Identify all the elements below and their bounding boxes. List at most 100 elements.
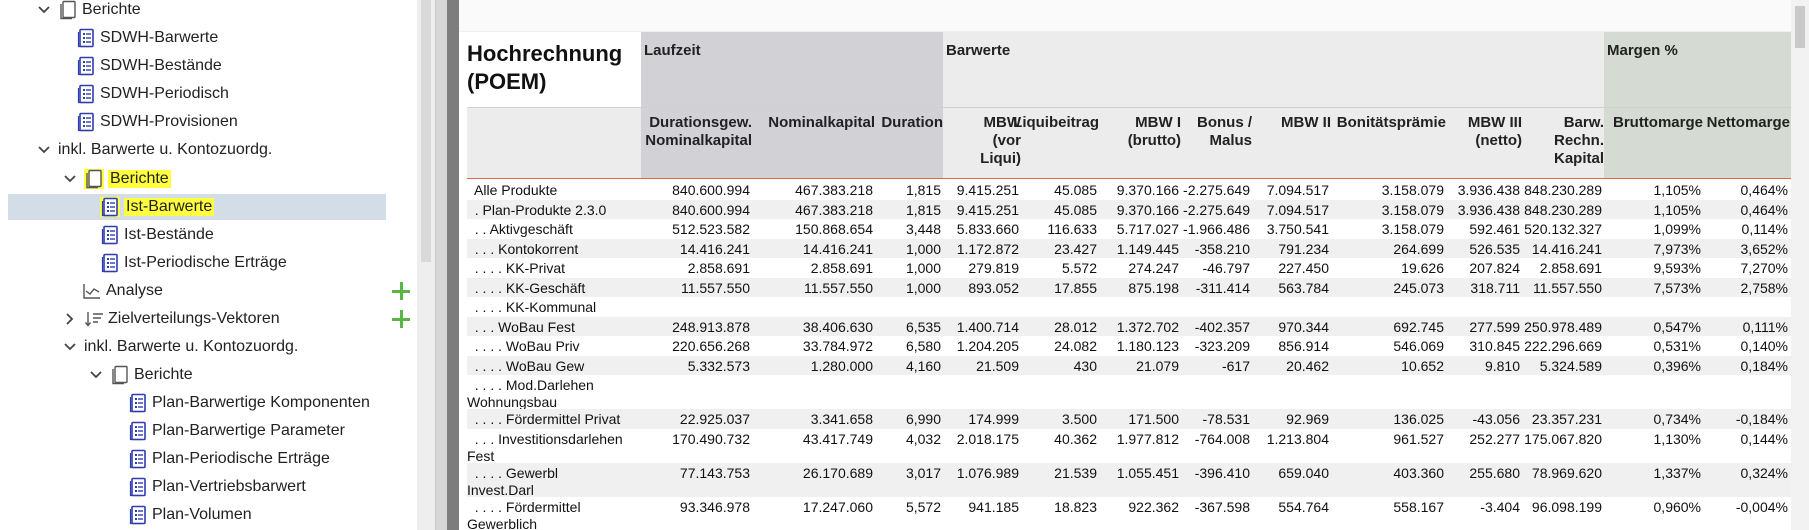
panel-splitter-handle[interactable] (447, 0, 459, 530)
table-cell: 1.055.451 (1116, 464, 1179, 481)
column-header[interactable]: Bruttomarge (1612, 114, 1703, 131)
tree-item-inkl-barwerte-u-kontozuordg[interactable]: inkl. Barwerte u. Kontozuordg. (36, 137, 272, 163)
column-header[interactable]: MBW II (1281, 114, 1331, 131)
tree-item-label: Analyse (106, 282, 163, 299)
table-cell: 558.167 (1393, 498, 1444, 515)
table-row[interactable]: . . . . Fördermittel Privat 22.925.037 3.3… (467, 409, 1791, 429)
table-row[interactable]: . . . . KK-Privat 2.858.691 2.858.691 1,000… (467, 258, 1791, 278)
table-cell: 467.383.218 (795, 182, 873, 198)
table-cell: 1,815 (905, 201, 941, 218)
column-header[interactable]: MBW III (netto) (1467, 114, 1522, 149)
table-cell: 38.406.630 (802, 318, 873, 335)
table-cell: -2.275.649 (1183, 182, 1250, 198)
table-cell: 1.172.872 (956, 240, 1019, 257)
table-cell: 22.925.037 (679, 411, 750, 427)
tree-item-sdwh-barwerte[interactable]: SDWH-Barwerte (76, 25, 218, 51)
add-icon[interactable] (391, 281, 411, 301)
table-row[interactable]: . . . . Gewerbl Invest.Darl 77.143.753 26.… (467, 462, 1791, 498)
table-row[interactable]: . . . Kontokorrent 14.416.241 14.416.241 1,… (467, 238, 1791, 258)
column-header[interactable]: Nettomarge (1706, 114, 1790, 131)
chevron-down-icon[interactable] (62, 171, 78, 187)
panel-splitter[interactable] (435, 0, 447, 530)
tree-item-plan-barwertige-komponenten[interactable]: Plan-Barwertige Komponenten (128, 390, 370, 416)
table-row[interactable]: Alle Produkte 840.600.994 467.383.218 1,815… (467, 180, 1791, 200)
table-cell: 6,990 (905, 411, 941, 427)
tree-item-sdwh-periodisch[interactable]: SDWH-Periodisch (76, 81, 229, 107)
column-header[interactable]: Duration (881, 114, 943, 131)
tree-item-berichte[interactable]: Berichte (62, 166, 171, 192)
table-cell: 659.040 (1278, 464, 1329, 481)
table-cell: 227.450 (1278, 260, 1329, 276)
table-row[interactable]: . . . . KK-Kommunal (467, 297, 1791, 317)
report-icon (100, 225, 120, 245)
row-label: . . . Investitionsdarlehen Fest (467, 430, 623, 464)
table-row[interactable]: . . Aktivgeschäft 512.523.582 150.868.654 3… (467, 219, 1791, 239)
tree-item-ist-bestände[interactable]: Ist-Bestände (100, 222, 214, 248)
table-row[interactable]: . . . . WoBau Gew 5.332.573 1.280.000 4,160… (467, 355, 1791, 375)
tree-item-inkl-barwerte-u-kontozuordg[interactable]: inkl. Barwerte u. Kontozuordg. (62, 334, 298, 360)
column-header[interactable]: Bonitätsprämie (1336, 114, 1446, 131)
chevron-right-icon[interactable] (62, 311, 78, 327)
table-cell: 791.234 (1278, 240, 1329, 257)
tree-item-label: inkl. Barwerte u. Kontozuordg. (84, 338, 299, 355)
table-cell: 248.913.878 (672, 318, 750, 335)
chevron-down-icon[interactable] (36, 2, 52, 18)
row-label: . . . . WoBau Priv (467, 338, 580, 354)
title-header-bg (467, 107, 641, 178)
tree-item-ist-periodische-erträge[interactable]: Ist-Periodische Erträge (100, 250, 287, 276)
table-cell: 512.523.582 (672, 221, 750, 237)
table-cell: 5.717.027 (1116, 221, 1179, 237)
tree-item-sdwh-bestände[interactable]: SDWH-Bestände (76, 53, 222, 79)
report-scrollbar[interactable] (1791, 0, 1809, 530)
tree-item-label: Berichte (82, 1, 141, 18)
tree-item-berichte[interactable]: Berichte (36, 0, 141, 23)
column-header[interactable]: Durationsgew. Nominalkapital (645, 114, 752, 149)
tree-item-label: SDWH-Barwerte (100, 29, 219, 46)
tree-item-plan-barwertige-parameter[interactable]: Plan-Barwertige Parameter (128, 418, 345, 444)
table-cell: 45.085 (1054, 201, 1097, 218)
tree-item-label: Ist-Periodische Erträge (124, 254, 287, 271)
add-icon[interactable] (391, 309, 411, 329)
tree-item-plan-volumen[interactable]: Plan-Volumen (128, 502, 252, 528)
column-header[interactable]: Nominalkapital (768, 114, 875, 131)
table-cell: 1,130% (1653, 430, 1701, 447)
column-header[interactable]: MBW (vor Liqui) (980, 114, 1021, 167)
table-cell: 592.461 (1469, 221, 1520, 237)
chevron-down-icon[interactable] (36, 142, 52, 158)
chevron-down-icon[interactable] (88, 367, 104, 383)
report-scrollbar-thumb[interactable] (1795, 6, 1805, 48)
tree-item-berichte[interactable]: Berichte (88, 362, 193, 388)
tree-item-ist-barwerte[interactable]: Ist-Barwerte (100, 194, 215, 220)
tree-item-plan-vertriebsbarwert[interactable]: Plan-Vertriebsbarwert (128, 474, 306, 500)
table-cell: 7,270% (1740, 260, 1788, 276)
tree-item-plan-periodische-erträge[interactable]: Plan-Periodische Erträge (128, 446, 330, 472)
report-toolbar-band (459, 0, 1791, 32)
column-header[interactable]: Barw. Rechn. Kapital (1553, 114, 1604, 167)
table-cell: 0,324% (1740, 464, 1788, 481)
tree-item-label: SDWH-Periodisch (100, 85, 229, 102)
tree-item-sdwh-provisionen[interactable]: SDWH-Provisionen (76, 109, 238, 135)
table-row[interactable]: . . . . WoBau Priv 220.656.268 33.784.972 6… (467, 336, 1791, 356)
tree-scrollbar-thumb[interactable] (421, 0, 431, 262)
table-cell: 1.076.989 (956, 464, 1019, 481)
tree-item-analyse[interactable]: Analyse (82, 278, 163, 304)
table-row[interactable]: . . . . Mod.Darlehen Wohnungsbau (467, 375, 1791, 410)
table-cell: 0,960% (1653, 498, 1701, 515)
table-row[interactable]: . . . . KK-Geschäft 11.557.550 11.557.550 1… (467, 277, 1791, 297)
table-row[interactable]: . . . WoBau Fest 248.913.878 38.406.630 6,5… (467, 316, 1791, 336)
table-cell: 961.527 (1393, 430, 1444, 447)
table-row[interactable]: . . . . Fördermittel Gewerblich 93.346.97… (467, 497, 1791, 530)
chevron-down-icon[interactable] (62, 339, 78, 355)
table-cell: -311.414 (1195, 279, 1250, 296)
column-header[interactable]: Bonus / Malus (1197, 114, 1252, 149)
table-row[interactable]: . Plan-Produkte 2.3.0 840.600.994 467.383.… (467, 199, 1791, 219)
column-header[interactable]: Liquibeitrag (1013, 114, 1099, 131)
table-cell: 9,593% (1653, 260, 1701, 276)
tree-item-label: SDWH-Provisionen (100, 113, 238, 130)
table-cell: 546.069 (1393, 338, 1444, 354)
table-row[interactable]: . . . Investitionsdarlehen Fest 170.490.7… (467, 429, 1791, 464)
column-header[interactable]: MBW I (brutto) (1127, 114, 1181, 149)
table-cell: 26.170.689 (802, 464, 873, 481)
tree-scrollbar[interactable] (417, 0, 435, 530)
tree-item-zielverteilungs-vektoren[interactable]: Zielverteilungs-Vektoren (62, 306, 280, 332)
